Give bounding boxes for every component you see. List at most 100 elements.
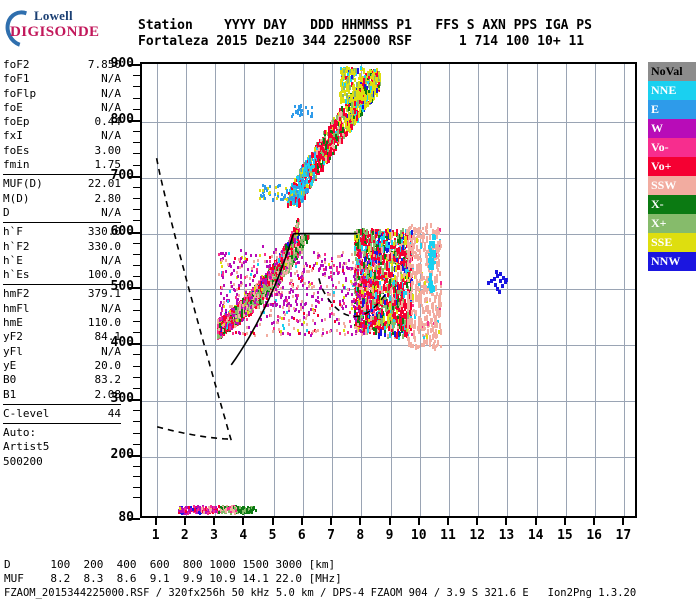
echo-point — [262, 280, 264, 285]
y-axis-tick-minor — [133, 108, 140, 110]
param-divider — [3, 403, 121, 405]
x-axis-tick — [242, 518, 245, 525]
y-axis-tick-major — [129, 64, 140, 66]
echo-point — [218, 511, 220, 514]
y-axis-tick-minor — [133, 97, 140, 99]
echo-point — [254, 286, 256, 292]
echo-point — [226, 323, 228, 329]
echo-point — [259, 292, 261, 297]
param-key: h`F — [3, 225, 23, 239]
echo-point — [207, 512, 209, 515]
y-axis-tick-minor — [133, 75, 140, 77]
y-axis-tick-major — [129, 518, 140, 520]
echo-point — [196, 511, 198, 514]
param-row-b0: B0 83.2 — [3, 373, 121, 387]
param-value: 330.0 — [87, 225, 121, 239]
echo-point — [189, 511, 191, 514]
param-row-foes: foEs 3.00 — [3, 144, 121, 158]
x-axis-tick — [593, 518, 596, 525]
grid-line-horizontal — [142, 121, 635, 123]
echo-point — [281, 257, 283, 263]
param-value: 330.0 — [87, 239, 121, 253]
echo-point — [297, 221, 299, 227]
param-key: fxI — [3, 129, 23, 143]
x-axis-label: 16 — [586, 528, 602, 543]
param-value: N/A — [101, 129, 121, 143]
echo-point — [297, 218, 299, 222]
x-axis-tick — [534, 518, 537, 525]
y-axis-tick-minor — [133, 220, 140, 222]
echo-point — [201, 507, 203, 510]
param-key: yE — [3, 358, 17, 372]
echo-point — [186, 506, 188, 509]
echo-point — [205, 511, 207, 514]
echo-point — [306, 239, 308, 244]
param-row-hf: h`F 330.0 — [3, 225, 121, 239]
station-header: Station YYYY DAY DDD HHMMSS P1 FFS S AXN… — [138, 18, 592, 50]
echo-point — [179, 507, 181, 510]
ionogram-plot-area[interactable] — [140, 62, 637, 518]
y-axis-tick-minor — [133, 365, 140, 367]
echo-point — [231, 510, 233, 513]
param-value: 100.0 — [87, 268, 121, 282]
x-axis-tick — [417, 518, 420, 525]
echo-point — [244, 507, 246, 510]
y-axis-tick-minor — [133, 309, 140, 311]
x-axis-label: 8 — [356, 528, 365, 543]
y-axis-tick-major — [129, 287, 140, 290]
echo-point — [219, 323, 221, 328]
echo-point — [217, 330, 219, 335]
echo-point — [298, 219, 300, 225]
echo-point — [213, 510, 215, 513]
echo-point — [187, 512, 189, 515]
echo-point — [295, 235, 297, 240]
param-key: yF2 — [3, 330, 23, 344]
param-value: N/A — [101, 205, 121, 219]
echo-point — [189, 509, 191, 512]
echo-point — [279, 255, 281, 260]
param-value: N/A — [101, 86, 121, 100]
param-key: foFlp — [3, 86, 37, 100]
x-axis-tick — [330, 518, 333, 525]
param-key: hmE — [3, 316, 23, 330]
x-axis-tick — [446, 518, 449, 525]
echo-point — [198, 511, 200, 514]
param-key: hmFl — [3, 301, 30, 315]
echo-point — [296, 223, 298, 227]
echo-point — [290, 234, 292, 240]
echo-point — [178, 511, 180, 514]
echo-point — [219, 320, 221, 324]
y-axis-tick-major — [129, 399, 140, 402]
echo-point — [294, 238, 296, 244]
param-key: h`F2 — [3, 239, 30, 253]
param-value: 0.44 — [94, 115, 122, 129]
echo-point — [194, 506, 196, 509]
y-axis-tick-minor — [133, 443, 140, 445]
x-axis-tick — [271, 518, 274, 525]
y-axis-tick-minor — [133, 198, 140, 200]
param-row-clevel: C-level 44 — [3, 407, 121, 421]
param-key: B0 — [3, 373, 17, 387]
echo-point — [230, 512, 232, 515]
param-row-foep: foEp 0.44 — [3, 115, 121, 129]
echo-point — [215, 510, 217, 513]
echo-point — [290, 248, 292, 253]
param-key: foEp — [3, 115, 30, 129]
echo-point — [221, 332, 223, 338]
echo-point — [182, 510, 184, 513]
y-axis-tick-minor — [133, 276, 140, 278]
echo-point — [244, 509, 246, 512]
grid-line-horizontal — [142, 401, 635, 403]
echo-point — [208, 510, 210, 513]
y-axis-tick-minor — [133, 164, 140, 166]
echo-point — [242, 511, 244, 514]
y-axis-tick-major — [129, 455, 140, 457]
param-footer-line: Auto: — [3, 426, 37, 440]
param-row-foflp: foFlp N/A — [3, 87, 121, 101]
logo-lowell-text: Lowell — [34, 8, 73, 23]
echo-point — [235, 507, 237, 510]
param-key: hmF2 — [3, 287, 30, 301]
x-axis-label: 7 — [327, 528, 335, 543]
echo-point — [231, 505, 233, 508]
param-value: 44 — [107, 406, 121, 420]
